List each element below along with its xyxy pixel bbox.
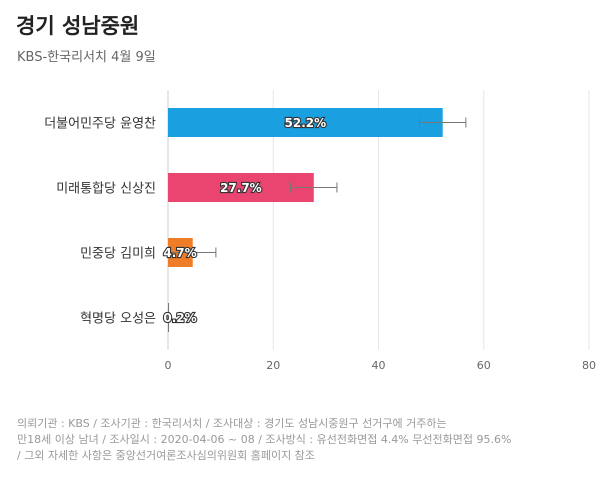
footnote-line: 만18세 이상 남녀 / 조사일시 : 2020-04-06 ~ 08 / 조사… bbox=[17, 433, 512, 446]
chart-title: 경기 성남중원 bbox=[16, 14, 140, 38]
data-label: 0.2% bbox=[163, 311, 196, 325]
bar bbox=[168, 303, 170, 332]
footnote-line: / 그외 자세한 사항은 중앙선거여론조사심의위원회 홈페이지 참조 bbox=[17, 449, 315, 462]
data-label: 52.2% bbox=[285, 116, 327, 130]
category-label: 민중당 김미희 bbox=[80, 247, 156, 262]
chart-subtitle: KBS-한국리서치 4월 9일 bbox=[17, 50, 156, 65]
footnote-line: 의뢰기관 : KBS / 조사기관 : 한국리서치 / 조사대상 : 경기도 성… bbox=[17, 417, 447, 430]
x-tick-label: 20 bbox=[266, 359, 280, 372]
survey-footnote: 의뢰기관 : KBS / 조사기관 : 한국리서치 / 조사대상 : 경기도 성… bbox=[17, 416, 587, 464]
category-label: 미래통합당 신상진 bbox=[56, 182, 156, 197]
x-tick-label: 0 bbox=[165, 359, 172, 372]
x-tick-label: 40 bbox=[372, 359, 386, 372]
category-label: 혁명당 오성은 bbox=[80, 312, 156, 327]
bar bbox=[168, 173, 314, 202]
bar-chart: 0 20 40 60 80 더불어민주당 윤영찬 52.2% 미래통합당 신상진 27.7% 민중… bbox=[44, 90, 596, 372]
data-label: 27.7% bbox=[220, 181, 262, 195]
x-tick-label: 80 bbox=[582, 359, 596, 372]
x-tick-label: 60 bbox=[477, 359, 491, 372]
bar bbox=[168, 108, 443, 137]
data-label: 4.7% bbox=[163, 246, 196, 260]
category-label: 더불어민주당 윤영찬 bbox=[44, 117, 156, 132]
